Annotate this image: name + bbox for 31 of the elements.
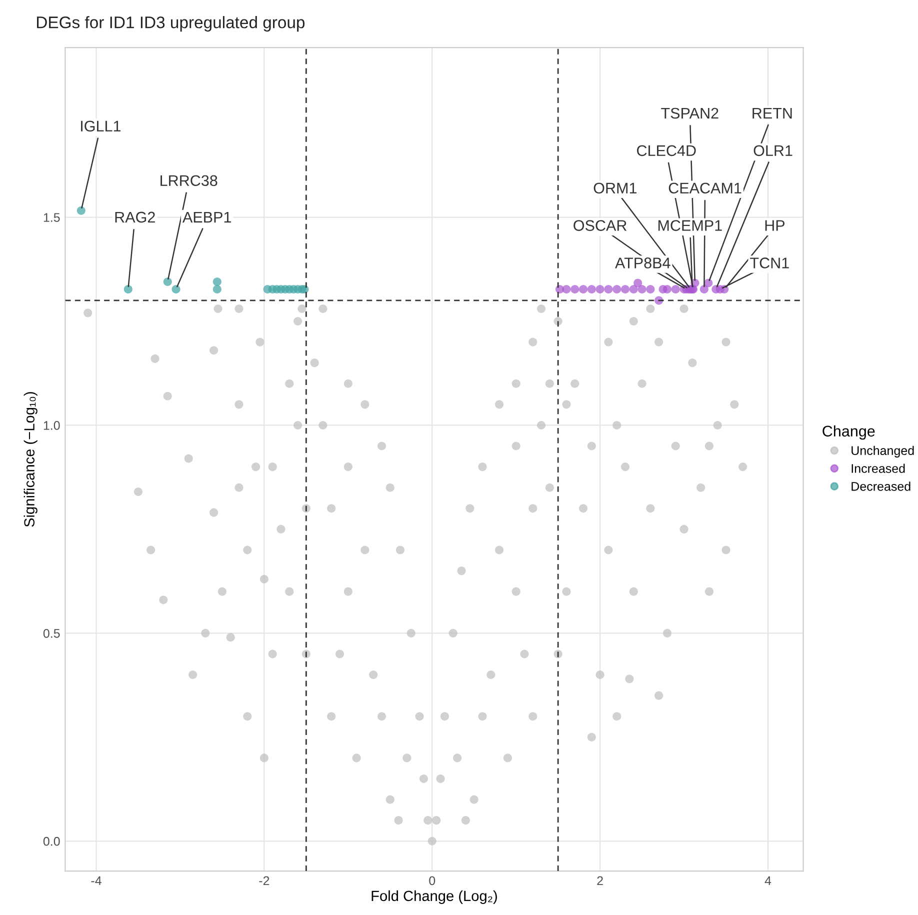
annotation: CLEC4D	[637, 145, 696, 156]
x-tick-label: -4	[91, 876, 102, 885]
annotation: TCN1	[750, 258, 789, 268]
annotation: HP	[765, 220, 785, 231]
y-axis-title: Significance (−Log₁₀)	[24, 392, 38, 527]
annotation: MCEMP1	[658, 220, 722, 231]
legend-label: Unchanged	[852, 446, 914, 458]
annotation: IGLL1	[81, 120, 121, 132]
annotation: LRRC38	[160, 175, 218, 186]
x-tick-label: 2	[597, 876, 603, 885]
x-tick-label: 4	[764, 876, 772, 885]
annotation: RAG2	[115, 212, 155, 223]
annotation: RETN	[752, 108, 792, 118]
legend-title: Change	[822, 425, 875, 440]
annotation: ATP8B4	[615, 258, 670, 268]
y-tick-label: 1.5	[44, 213, 60, 222]
y-tick-label: 0.5	[43, 628, 60, 638]
legend-label: Decreased	[852, 482, 910, 491]
annotation: CEACAM1	[668, 182, 742, 194]
y-tick-label: 0.0	[43, 836, 60, 846]
annotation: OSCAR	[574, 220, 627, 231]
x-tick-label: 0	[429, 876, 436, 886]
annotation: TSPAN2	[661, 108, 718, 119]
annotation: OLR1	[754, 145, 792, 156]
annotation: ORM1	[594, 182, 636, 194]
x-axis-title: Fold Change (Log₂)	[372, 890, 497, 904]
annotation: AEBP1	[182, 212, 231, 222]
legend-label: Increased	[852, 464, 905, 473]
y-tick-label: 1.0	[44, 421, 60, 430]
chart-title: DEGs for ID1 ID3 upregulated group	[37, 16, 305, 32]
x-tick-label: -2	[259, 876, 270, 885]
